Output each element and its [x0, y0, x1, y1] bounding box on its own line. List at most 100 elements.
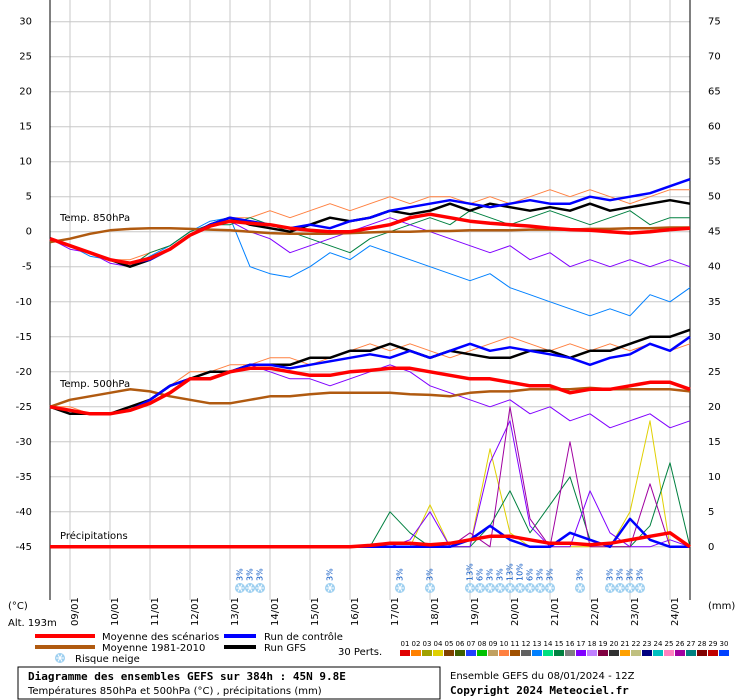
- snow-marker: [485, 583, 495, 593]
- member-label: 30: [720, 640, 729, 648]
- snow-marker: [495, 583, 505, 593]
- y2-tick-label: 0: [708, 542, 714, 553]
- y2-tick-label: 35: [708, 297, 721, 308]
- snowflake-ray: [57, 654, 63, 662]
- snow-risk-label: 3%: [606, 568, 615, 581]
- y-tick-label: -30: [16, 437, 32, 448]
- y-tick-label: 15: [19, 122, 32, 133]
- member-label: 06: [456, 640, 465, 648]
- snowflake-ray: [427, 584, 433, 592]
- member-label: 26: [676, 640, 685, 648]
- member-swatch: [411, 650, 421, 656]
- snow-risk-label: 3%: [546, 568, 555, 581]
- snow-marker: [255, 583, 265, 593]
- y2-tick-label: 60: [708, 122, 721, 133]
- snow-marker: [475, 583, 485, 593]
- member-line: [49, 210, 690, 268]
- y2-tick-label: 45: [708, 227, 721, 238]
- x-tick-label: 23/01: [630, 597, 641, 626]
- snow-risk-label: 13%: [506, 563, 515, 581]
- x-tick-label: 22/01: [590, 597, 601, 626]
- member-swatch: [455, 650, 465, 656]
- snow-risk-label: 6%: [526, 568, 535, 581]
- unit-left: (°C): [8, 601, 28, 612]
- member-label: 01: [401, 640, 410, 648]
- member-swatch: [488, 650, 498, 656]
- snow-risk-label: 10%: [516, 563, 525, 581]
- member-label: 07: [467, 640, 476, 648]
- member-swatch: [433, 650, 443, 656]
- series-line: [50, 531, 692, 549]
- member-swatch: [609, 650, 619, 656]
- x-tick-label: 13/01: [230, 597, 241, 626]
- member-label: 05: [445, 640, 454, 648]
- footer-run: Ensemble GEFS du 08/01/2024 - 12Z: [450, 671, 635, 682]
- snow-marker: [615, 583, 625, 593]
- member-label: 16: [566, 640, 575, 648]
- member-swatch: [499, 650, 509, 656]
- y-tick-label: -40: [16, 507, 32, 518]
- snowflake-ray: [467, 584, 473, 592]
- legend-label: Moyenne des scénarios: [102, 631, 219, 643]
- member-label: 08: [478, 640, 487, 648]
- snow-risk-label: 3%: [326, 568, 335, 581]
- member-swatch: [598, 650, 608, 656]
- member-label: 14: [544, 640, 553, 648]
- snow-marker: [465, 583, 475, 593]
- x-tick-label: 15/01: [310, 597, 321, 626]
- x-tick-label: 21/01: [550, 597, 561, 626]
- member-swatch: [653, 650, 663, 656]
- snowflake-ray: [637, 584, 643, 592]
- footer-copyright: Copyright 2024 Meteociel.fr: [450, 684, 629, 697]
- snow-risk-label: 3%: [256, 568, 265, 581]
- y2-tick-label: 50: [708, 192, 721, 203]
- snowflake-ray: [507, 584, 513, 592]
- member-swatch: [444, 650, 454, 656]
- snow-risk-label: 3%: [496, 568, 505, 581]
- snowflake-ray: [607, 584, 613, 592]
- snow-marker: [325, 583, 335, 593]
- snow-marker: [235, 583, 245, 593]
- snow-risk-label: 3%: [576, 568, 585, 581]
- snow-risk-label: 3%: [626, 568, 635, 581]
- annotation: Temp. 850hPa: [59, 213, 130, 224]
- x-tick-label: 10/01: [110, 597, 121, 626]
- member-swatch: [543, 650, 553, 656]
- snow-marker: [55, 653, 65, 663]
- member-swatch: [664, 650, 674, 656]
- snowflake-ray: [247, 584, 253, 592]
- y2-tick-label: 15: [708, 437, 721, 448]
- snow-marker: [635, 583, 645, 593]
- y2-tick-label: 10: [708, 472, 721, 483]
- member-swatch: [631, 650, 641, 656]
- member-swatch: [532, 650, 542, 656]
- member-swatch: [576, 650, 586, 656]
- footer-subtitle: Températures 850hPa et 500hPa (°C) , pré…: [27, 685, 322, 697]
- y2-tick-label: 40: [708, 262, 721, 273]
- snow-risk-label: 3%: [396, 568, 405, 581]
- snow-risk-label: 6%: [476, 568, 485, 581]
- snowflake-ray: [487, 584, 493, 592]
- member-label: 25: [665, 640, 674, 648]
- x-tick-label: 20/01: [510, 597, 521, 626]
- y2-tick-label: 55: [708, 157, 721, 168]
- snow-marker: [505, 583, 515, 593]
- member-swatch: [587, 650, 597, 656]
- snow-legend-label: Risque neige: [75, 654, 140, 665]
- member-swatch: [719, 650, 729, 656]
- member-swatch: [642, 650, 652, 656]
- member-label: 10: [500, 640, 509, 648]
- snow-risk-label: 3%: [246, 568, 255, 581]
- y-tick-label: -20: [16, 367, 32, 378]
- y-tick-label: -15: [16, 332, 32, 343]
- snow-risk-label: 3%: [486, 568, 495, 581]
- snowflake-ray: [577, 584, 583, 592]
- snow-marker: [515, 583, 525, 593]
- snowflake-ray: [237, 584, 243, 592]
- member-swatch: [565, 650, 575, 656]
- snowflake-ray: [537, 584, 543, 592]
- y-tick-label: 0: [26, 227, 32, 238]
- series-line: [49, 366, 691, 416]
- member-label: 18: [588, 640, 597, 648]
- member-swatch: [422, 650, 432, 656]
